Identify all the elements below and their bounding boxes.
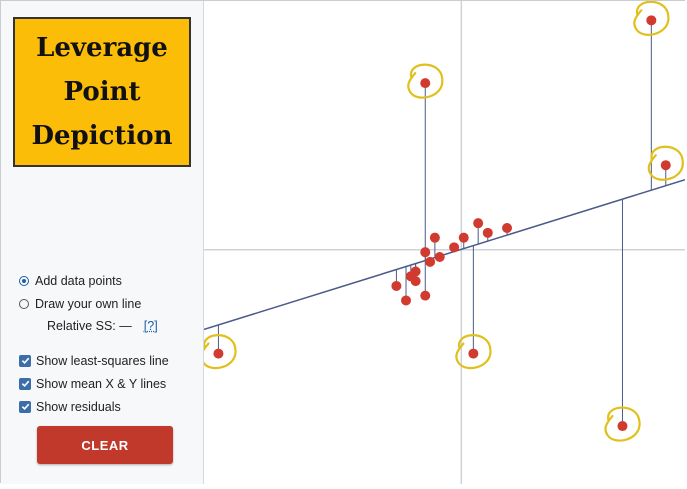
mean-lines-checkbox[interactable]: [19, 377, 31, 390]
residuals-label: Show residuals: [36, 399, 121, 414]
checkmark-icon: [21, 403, 29, 411]
data-point: [434, 251, 445, 262]
mean-lines-label: Show mean X & Y lines: [36, 376, 167, 391]
data-point: [420, 78, 431, 89]
draw-line-radio[interactable]: [19, 298, 29, 309]
help-link[interactable]: [?]: [143, 319, 158, 333]
least-squares-checkbox-row[interactable]: Show least-squares line: [19, 349, 203, 372]
relative-ss-row: Relative SS: — [?]: [19, 315, 203, 337]
data-point: [502, 223, 513, 234]
plot-area[interactable]: [200, 0, 686, 484]
controls: Add data points Draw your own line Relat…: [19, 269, 203, 418]
data-point: [449, 242, 460, 253]
clear-button[interactable]: CLEAR: [37, 426, 173, 464]
checkmark-icon: [21, 380, 29, 388]
data-point: [420, 247, 431, 258]
title-line-2: Point: [63, 77, 141, 107]
add-points-label: Add data points: [35, 273, 122, 288]
add-points-radio-row[interactable]: Add data points: [19, 269, 203, 292]
checkmark-icon: [21, 357, 29, 365]
data-point: [425, 256, 436, 267]
highlight-circle: [604, 406, 641, 442]
draw-line-label: Draw your own line: [35, 296, 142, 311]
sidebar: Leverage Point Depiction Add data points…: [1, 1, 204, 484]
data-point: [617, 421, 628, 432]
least-squares-line: [203, 178, 686, 331]
mean-lines-checkbox-row[interactable]: Show mean X & Y lines: [19, 372, 203, 395]
title-box: Leverage Point Depiction: [13, 17, 191, 167]
data-point: [660, 160, 671, 171]
plot-background: [204, 1, 685, 484]
data-point: [410, 276, 421, 287]
title-line-3: Depiction: [31, 121, 173, 151]
highlight-circle: [647, 145, 684, 181]
add-points-radio[interactable]: [19, 275, 29, 286]
least-squares-label: Show least-squares line: [36, 353, 169, 368]
data-point: [420, 290, 431, 301]
least-squares-checkbox[interactable]: [19, 354, 31, 367]
data-point: [429, 232, 440, 243]
highlight-circle: [633, 0, 670, 36]
data-point: [646, 15, 657, 26]
draw-line-radio-row[interactable]: Draw your own line: [19, 292, 203, 315]
data-point: [410, 266, 421, 277]
highlight-circle: [407, 63, 444, 99]
data-point: [391, 280, 402, 291]
data-point: [482, 227, 493, 238]
page-title: Leverage Point Depiction: [31, 26, 172, 158]
data-point: [401, 295, 412, 306]
data-point: [473, 218, 484, 229]
highlight-circle: [455, 334, 492, 370]
title-line-1: Leverage: [36, 33, 168, 63]
residuals-checkbox[interactable]: [19, 400, 31, 413]
data-point: [458, 232, 469, 243]
data-point: [213, 348, 224, 359]
relative-ss-label: Relative SS: —: [47, 319, 132, 333]
data-point: [468, 348, 479, 359]
residuals-checkbox-row[interactable]: Show residuals: [19, 395, 203, 418]
scatter-plot[interactable]: [200, 0, 686, 484]
